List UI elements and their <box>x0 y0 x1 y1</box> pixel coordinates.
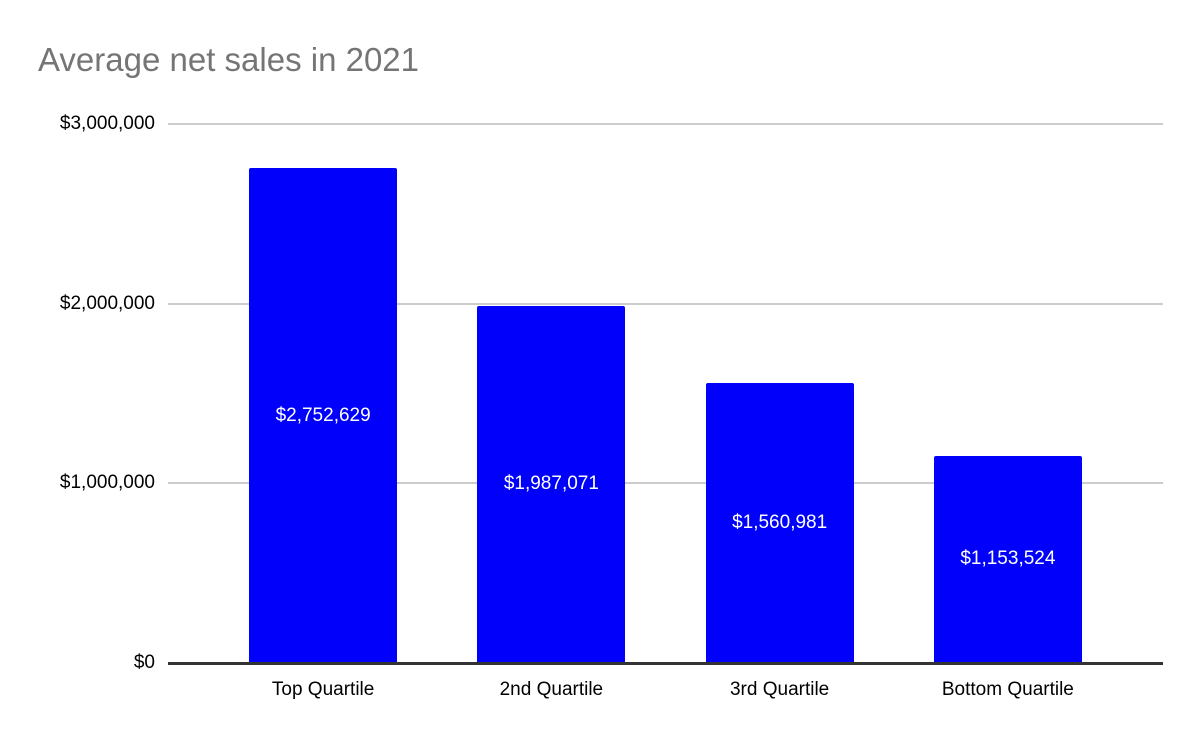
x-axis-tick-label: 3rd Quartile <box>729 679 830 700</box>
x-axis-tick-label: 2nd Quartile <box>499 679 604 700</box>
chart-title: Average net sales in 2021 <box>38 41 419 78</box>
bar-value-label: $1,560,981 <box>732 511 828 533</box>
y-axis-tick-label: $0 <box>133 652 155 673</box>
bar-value-label: $1,153,524 <box>960 548 1056 570</box>
gridline <box>168 123 1163 125</box>
x-axis-tick-label: Top Quartile <box>271 679 375 700</box>
gridline <box>168 482 1163 485</box>
x-axis-tick-label: Bottom Quartile <box>941 679 1074 700</box>
y-axis-tick-label: $1,000,000 <box>59 472 155 494</box>
bar-value-label: $1,987,071 <box>503 473 599 495</box>
bar-3rd-quartile <box>705 382 854 663</box>
y-axis-tick-label: $3,000,000 <box>59 113 155 134</box>
x-axis-line <box>168 662 1163 665</box>
y-axis-tick-label: $2,000,000 <box>59 292 155 314</box>
bar-2nd-quartile <box>477 305 626 663</box>
bar-bottom-quartile <box>933 455 1082 663</box>
bar-top-quartile <box>249 168 398 663</box>
gridline <box>168 302 1163 305</box>
bar-value-label: $2,752,629 <box>275 404 371 426</box>
